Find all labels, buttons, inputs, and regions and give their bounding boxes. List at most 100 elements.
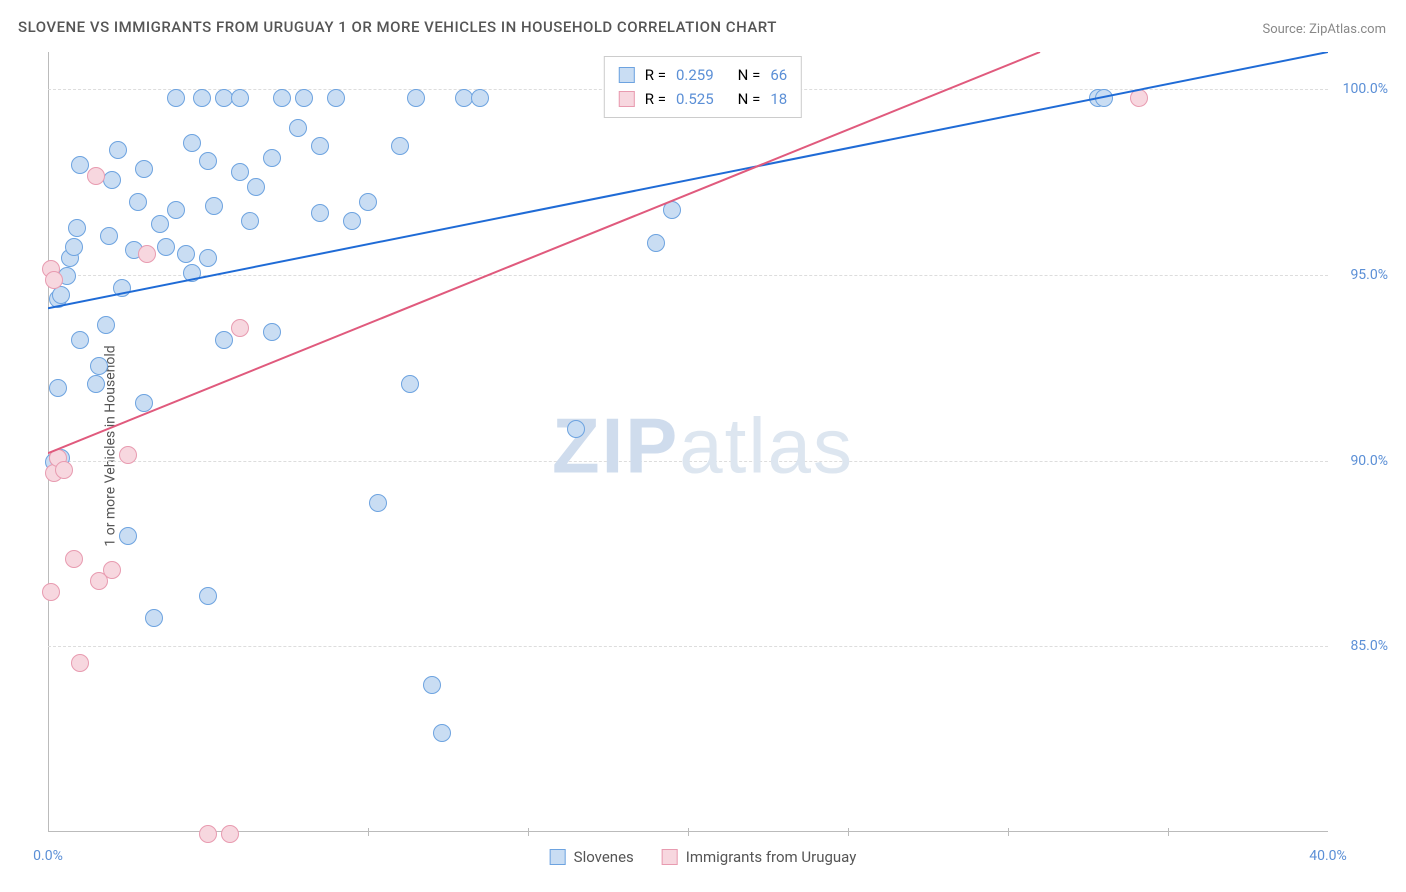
data-point-slovenes — [273, 89, 291, 107]
x-minor-tick — [1008, 828, 1009, 836]
data-point-slovenes — [177, 245, 195, 263]
data-point-slovenes — [433, 724, 451, 742]
r-label: R = — [645, 87, 666, 111]
data-point-uruguay — [199, 825, 217, 843]
data-point-slovenes — [71, 331, 89, 349]
y-tick-label: 100.0% — [1343, 81, 1388, 97]
data-point-slovenes — [183, 264, 201, 282]
gridline-h — [48, 646, 1328, 647]
data-point-slovenes — [119, 527, 137, 545]
data-point-slovenes — [241, 212, 259, 230]
x-minor-tick — [1168, 828, 1169, 836]
x-minor-tick — [528, 828, 529, 836]
x-minor-tick — [688, 828, 689, 836]
data-point-slovenes — [391, 137, 409, 155]
data-point-slovenes — [369, 494, 387, 512]
chart-title: SLOVENE VS IMMIGRANTS FROM URUGUAY 1 OR … — [18, 18, 777, 36]
data-point-slovenes — [423, 676, 441, 694]
legend-label: Slovenes — [574, 848, 634, 866]
source-label: Source: ZipAtlas.com — [1262, 22, 1386, 37]
data-point-slovenes — [151, 215, 169, 233]
data-point-slovenes — [327, 89, 345, 107]
x-minor-tick — [848, 828, 849, 836]
data-point-slovenes — [183, 134, 201, 152]
data-point-slovenes — [289, 119, 307, 137]
data-point-slovenes — [205, 197, 223, 215]
data-point-slovenes — [100, 227, 118, 245]
legend-label: Immigrants from Uruguay — [686, 848, 857, 866]
data-point-slovenes — [97, 316, 115, 334]
data-point-slovenes — [263, 149, 281, 167]
r-value: 0.259 — [676, 63, 714, 87]
legend-swatch — [550, 849, 566, 865]
data-point-slovenes — [231, 163, 249, 181]
r-label: R = — [645, 63, 666, 87]
gridline-h — [48, 275, 1328, 276]
data-point-slovenes — [471, 89, 489, 107]
r-value: 0.525 — [676, 87, 714, 111]
legend-swatch — [662, 849, 678, 865]
n-label: N = — [738, 63, 761, 87]
data-point-uruguay — [119, 446, 137, 464]
data-point-slovenes — [49, 379, 67, 397]
data-point-slovenes — [343, 212, 361, 230]
data-point-slovenes — [167, 89, 185, 107]
data-point-slovenes — [215, 331, 233, 349]
legend-swatch — [619, 91, 635, 107]
data-point-slovenes — [401, 375, 419, 393]
data-point-slovenes — [247, 178, 265, 196]
data-point-slovenes — [199, 152, 217, 170]
data-point-slovenes — [663, 201, 681, 219]
data-point-uruguay — [231, 319, 249, 337]
correlation-legend: R = 0.259 N = 66 R = 0.525 N = 18 — [604, 56, 802, 118]
data-point-uruguay — [65, 550, 83, 568]
data-point-slovenes — [231, 89, 249, 107]
data-point-slovenes — [311, 204, 329, 222]
y-tick-label: 85.0% — [1350, 638, 1388, 654]
data-point-slovenes — [359, 193, 377, 211]
data-point-slovenes — [407, 89, 425, 107]
legend-item-slovenes: Slovenes — [550, 848, 634, 866]
data-point-slovenes — [311, 137, 329, 155]
data-point-uruguay — [138, 245, 156, 263]
data-point-slovenes — [103, 171, 121, 189]
data-point-slovenes — [87, 375, 105, 393]
data-point-slovenes — [167, 201, 185, 219]
data-point-slovenes — [90, 357, 108, 375]
gridline-h — [48, 461, 1328, 462]
data-point-uruguay — [103, 561, 121, 579]
data-point-slovenes — [113, 279, 131, 297]
data-point-slovenes — [71, 156, 89, 174]
data-point-uruguay — [55, 461, 73, 479]
corr-row-uruguay: R = 0.525 N = 18 — [619, 87, 787, 111]
data-point-uruguay — [221, 825, 239, 843]
data-point-slovenes — [647, 234, 665, 252]
n-value: 66 — [770, 63, 787, 87]
data-point-slovenes — [567, 420, 585, 438]
data-point-slovenes — [1095, 89, 1113, 107]
x-tick-label: 40.0% — [1309, 848, 1347, 864]
data-point-uruguay — [42, 583, 60, 601]
data-point-slovenes — [109, 141, 127, 159]
data-point-slovenes — [193, 89, 211, 107]
legend-swatch — [619, 67, 635, 83]
x-minor-tick — [368, 828, 369, 836]
x-tick-label: 0.0% — [33, 848, 63, 864]
corr-row-slovenes: R = 0.259 N = 66 — [619, 63, 787, 87]
series-legend: Slovenes Immigrants from Uruguay — [550, 848, 857, 866]
y-tick-label: 95.0% — [1350, 267, 1388, 283]
n-label: N = — [738, 87, 761, 111]
data-point-slovenes — [157, 238, 175, 256]
data-point-slovenes — [295, 89, 313, 107]
data-point-slovenes — [65, 238, 83, 256]
data-point-slovenes — [263, 323, 281, 341]
data-point-slovenes — [135, 160, 153, 178]
data-point-uruguay — [87, 167, 105, 185]
data-point-uruguay — [45, 271, 63, 289]
n-value: 18 — [770, 87, 787, 111]
data-point-slovenes — [145, 609, 163, 627]
y-tick-label: 90.0% — [1350, 453, 1388, 469]
data-point-slovenes — [135, 394, 153, 412]
data-point-slovenes — [68, 219, 86, 237]
legend-item-uruguay: Immigrants from Uruguay — [662, 848, 857, 866]
